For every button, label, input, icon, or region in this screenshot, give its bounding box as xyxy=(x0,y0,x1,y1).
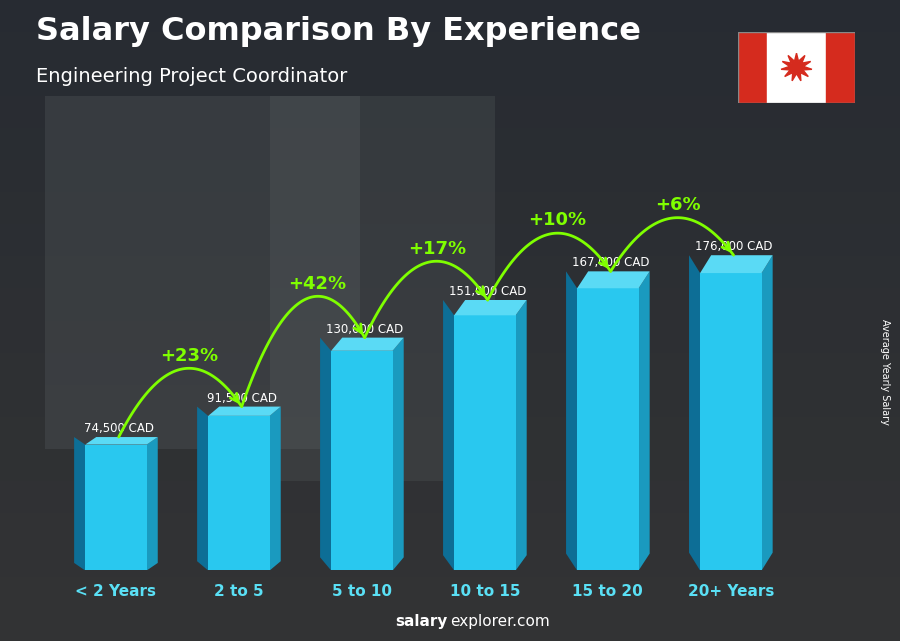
Text: 74,500 CAD: 74,500 CAD xyxy=(84,422,154,435)
Bar xyxy=(826,32,855,103)
Text: salary: salary xyxy=(395,615,447,629)
Bar xyxy=(0,224,900,256)
Bar xyxy=(0,545,900,577)
Polygon shape xyxy=(320,338,331,570)
Bar xyxy=(45,96,360,449)
Text: +23%: +23% xyxy=(160,347,219,365)
Polygon shape xyxy=(454,300,526,315)
Bar xyxy=(0,449,900,481)
Polygon shape xyxy=(270,406,281,570)
Bar xyxy=(331,351,392,570)
Polygon shape xyxy=(577,271,650,288)
Bar xyxy=(0,64,900,96)
Bar xyxy=(0,256,900,288)
Text: 176,000 CAD: 176,000 CAD xyxy=(695,240,772,253)
Polygon shape xyxy=(689,255,700,570)
Polygon shape xyxy=(566,271,577,570)
Text: 167,000 CAD: 167,000 CAD xyxy=(572,256,650,269)
Text: +6%: +6% xyxy=(655,196,700,214)
Polygon shape xyxy=(208,406,281,416)
Polygon shape xyxy=(197,406,208,570)
Polygon shape xyxy=(331,338,404,351)
Text: +42%: +42% xyxy=(288,274,346,292)
Bar xyxy=(0,160,900,192)
Polygon shape xyxy=(443,300,454,570)
Bar xyxy=(270,96,495,481)
Polygon shape xyxy=(147,437,158,570)
Bar xyxy=(0,192,900,224)
Polygon shape xyxy=(761,255,773,570)
Bar xyxy=(86,445,147,570)
Bar xyxy=(0,288,900,320)
Text: 130,000 CAD: 130,000 CAD xyxy=(326,323,403,336)
Bar xyxy=(0,577,900,609)
Polygon shape xyxy=(392,338,404,570)
Polygon shape xyxy=(781,53,812,81)
Text: +17%: +17% xyxy=(408,240,466,258)
Text: 151,000 CAD: 151,000 CAD xyxy=(449,285,526,298)
Text: Salary Comparison By Experience: Salary Comparison By Experience xyxy=(36,16,641,47)
Bar xyxy=(700,273,761,570)
Text: explorer.com: explorer.com xyxy=(450,615,550,629)
Text: +10%: +10% xyxy=(528,212,586,229)
Bar xyxy=(577,288,639,570)
Bar xyxy=(0,353,900,385)
Bar xyxy=(0,385,900,417)
Polygon shape xyxy=(86,437,158,445)
Bar xyxy=(767,32,826,103)
Bar xyxy=(0,481,900,513)
Polygon shape xyxy=(700,255,773,273)
Polygon shape xyxy=(639,271,650,570)
Text: Average Yearly Salary: Average Yearly Salary xyxy=(879,319,890,425)
Bar xyxy=(0,0,900,32)
Bar xyxy=(0,96,900,128)
Bar xyxy=(0,609,900,641)
Polygon shape xyxy=(516,300,526,570)
Bar xyxy=(0,417,900,449)
Text: 91,500 CAD: 91,500 CAD xyxy=(207,392,276,404)
Polygon shape xyxy=(74,437,86,570)
Bar xyxy=(208,416,270,570)
Bar xyxy=(0,32,900,64)
Bar xyxy=(0,128,900,160)
Text: Engineering Project Coordinator: Engineering Project Coordinator xyxy=(36,67,347,87)
Bar xyxy=(0,513,900,545)
Bar xyxy=(0,320,900,353)
Bar xyxy=(454,315,516,570)
Bar xyxy=(738,32,767,103)
